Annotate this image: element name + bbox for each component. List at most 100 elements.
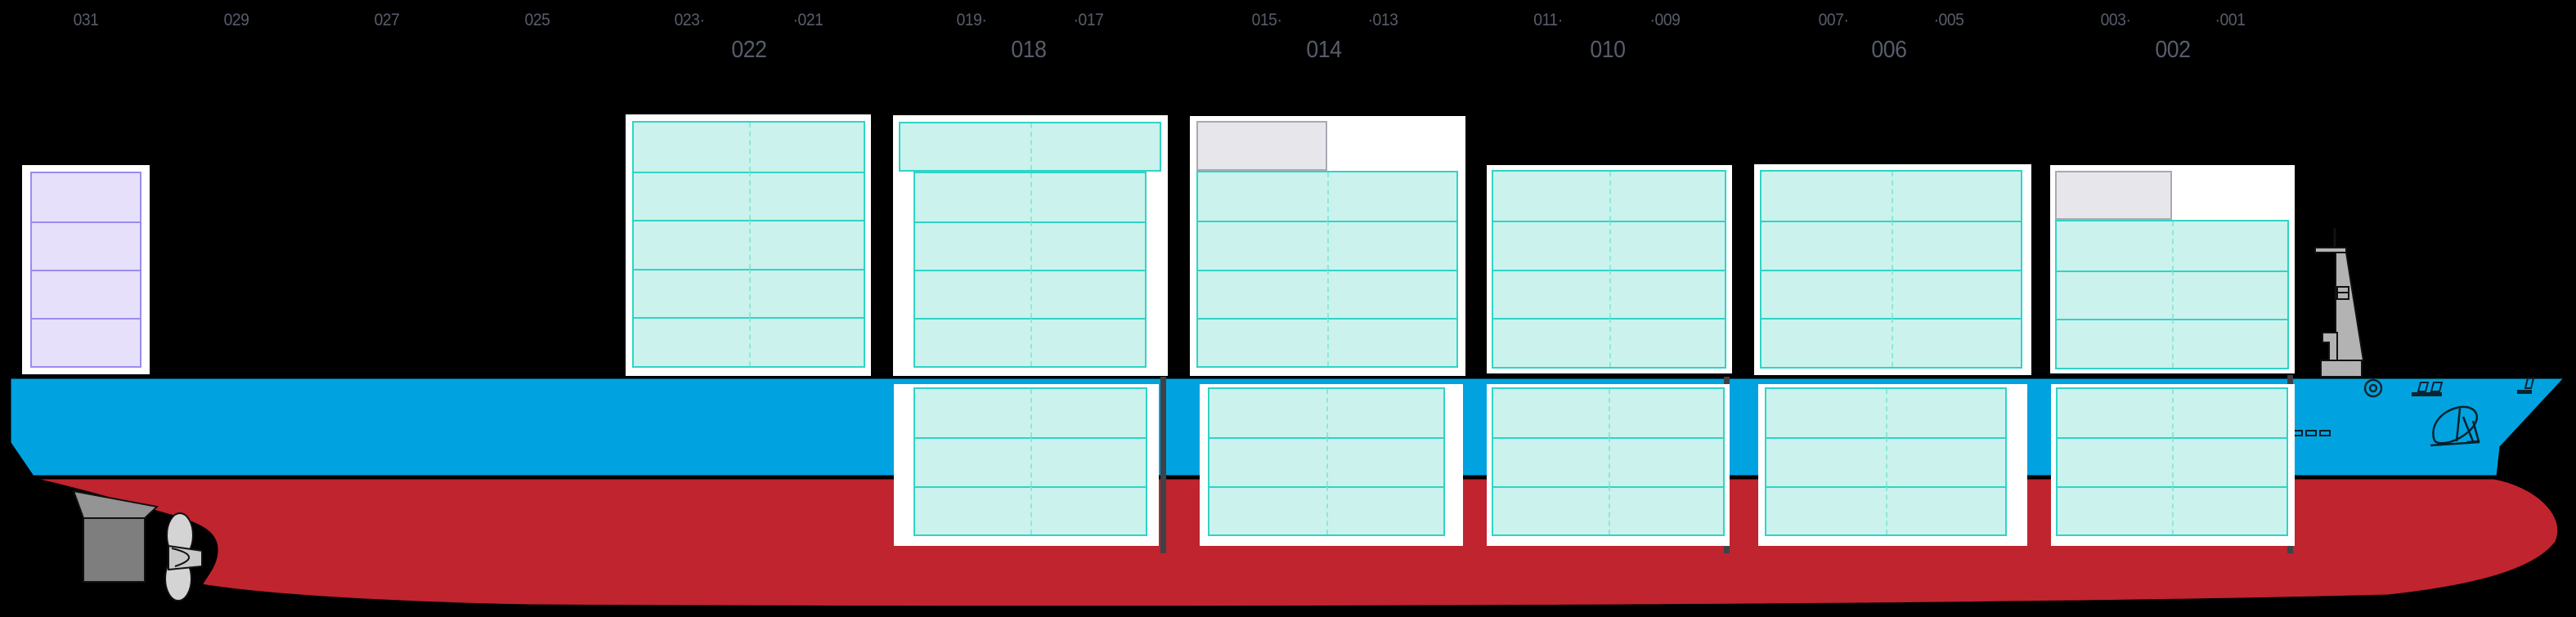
bay-number-small-007: 007· — [1818, 11, 1849, 29]
bay-018-above-slot[interactable] — [915, 173, 1030, 221]
bay-006-below-slot[interactable] — [1766, 389, 1886, 438]
bay-022-above-slot[interactable] — [634, 317, 749, 366]
bay-006-below-slot[interactable] — [1886, 437, 2005, 486]
bay-018-above-slot[interactable] — [915, 221, 1030, 270]
bay-002-above-slot[interactable] — [2172, 270, 2287, 320]
bay-022-above-slot[interactable] — [634, 171, 749, 221]
bay-014-above-slot[interactable] — [1196, 121, 1327, 171]
bay-014-below-slot[interactable] — [1209, 485, 1326, 534]
bay-006-above-slot[interactable] — [1761, 220, 1892, 270]
bay-010-above-slot[interactable] — [1493, 269, 1609, 319]
bay-014-above-slot[interactable] — [1327, 221, 1456, 270]
bay-002-above-slot[interactable] — [2057, 319, 2172, 368]
bay-010-below-slot[interactable] — [1493, 389, 1609, 438]
bay-number-small-017: ·017 — [1073, 11, 1104, 29]
bay-014-above-slot[interactable] — [1327, 269, 1456, 318]
bay-010-above-slot[interactable] — [1493, 172, 1609, 221]
bay-022-above-slot[interactable] — [748, 317, 864, 366]
bay-002-below-slot[interactable] — [2058, 389, 2172, 438]
bay-006-above-slot[interactable] — [1891, 172, 2021, 221]
block-031-above-slot[interactable] — [32, 318, 140, 366]
bay-002-below-slot[interactable] — [2172, 389, 2287, 438]
bay-010-above-slot[interactable] — [1493, 318, 1609, 367]
bay-002-below-slot[interactable] — [2058, 437, 2172, 486]
bay-010-above-slot[interactable] — [1609, 220, 1725, 270]
bay-018-above-slot[interactable] — [915, 318, 1030, 366]
bay-010-below-slot[interactable] — [1493, 485, 1609, 534]
bay-022-above-slot[interactable] — [634, 123, 749, 172]
bay-018-above-slot[interactable] — [1030, 270, 1145, 318]
bay-018-below-slot[interactable] — [1030, 389, 1146, 438]
bay-018-below-grid — [913, 387, 1147, 536]
bay-022-above-slot[interactable] — [748, 220, 864, 269]
bay-014-above-slot[interactable] — [1198, 172, 1327, 221]
bay-number-large-014: 014 — [1306, 37, 1342, 63]
bay-010-below-slot[interactable] — [1608, 389, 1723, 438]
bay-014-above-slot[interactable] — [1198, 221, 1327, 270]
bay-006-below-slot[interactable] — [1886, 485, 2005, 534]
block-031-above-slot[interactable] — [32, 173, 140, 221]
bay-002-below-slot[interactable] — [2058, 485, 2172, 534]
bay-006-above-slot[interactable] — [1891, 318, 2021, 367]
bay-014-below-slot[interactable] — [1326, 485, 1443, 534]
bay-010-above-slot[interactable] — [1609, 172, 1725, 221]
bay-002-below-slot[interactable] — [2172, 485, 2287, 534]
block-031-above-slot[interactable] — [32, 221, 140, 270]
bay-022-above-slot[interactable] — [634, 268, 749, 318]
bay-018-above-slot[interactable] — [915, 270, 1030, 318]
bay-018-above-slot[interactable] — [900, 123, 1030, 170]
bay-number-small-023: 023· — [674, 11, 705, 29]
bay-006-above-slot[interactable] — [1761, 172, 1892, 221]
bay-002-above-slot[interactable] — [2057, 221, 2172, 270]
bay-number-small-029: 029 — [223, 11, 249, 29]
bay-018-below-slot[interactable] — [1030, 437, 1146, 486]
bay-018-above-slot[interactable] — [1030, 173, 1145, 221]
bay-006-above-slot[interactable] — [1891, 269, 2021, 319]
bay-010-below-slot[interactable] — [1608, 485, 1723, 534]
bay-018-above-grid — [913, 172, 1147, 368]
bay-014-below-slot[interactable] — [1326, 437, 1443, 486]
bay-number-large-010: 010 — [1590, 37, 1626, 63]
bay-014-above-slot[interactable] — [1198, 269, 1327, 318]
bay-006-above-slot[interactable] — [1761, 318, 1892, 367]
bay-014-below-slot[interactable] — [1326, 389, 1443, 438]
bay-022-above-slot[interactable] — [748, 123, 864, 172]
propeller — [164, 512, 203, 601]
bay-018-above-slot[interactable] — [1030, 318, 1145, 366]
bay-006-above-slot[interactable] — [1891, 220, 2021, 270]
bay-022-above-slot[interactable] — [634, 220, 749, 269]
bay-018-below-slot[interactable] — [1030, 485, 1146, 534]
block-031-above-slot[interactable] — [32, 270, 140, 318]
bay-006-below-slot[interactable] — [1766, 485, 1886, 534]
bay-002-above-slot[interactable] — [2172, 221, 2287, 270]
bay-014-above-grid — [1196, 171, 1458, 368]
bay-010-below-slot[interactable] — [1608, 437, 1723, 486]
bay-018-above-slot[interactable] — [1030, 221, 1145, 270]
bay-002-above-slot[interactable] — [2172, 319, 2287, 368]
bay-006-below-slot[interactable] — [1886, 389, 2005, 438]
bay-014-below-slot[interactable] — [1209, 389, 1326, 438]
bay-002-below-slot[interactable] — [2172, 437, 2287, 486]
bay-010-above-slot[interactable] — [1609, 318, 1725, 367]
bay-014-above-slot[interactable] — [1327, 317, 1456, 366]
bay-022-above-slot[interactable] — [748, 171, 864, 221]
bay-006-above-slot[interactable] — [1761, 269, 1892, 319]
bay-number-small-027: 027 — [374, 11, 400, 29]
bay-018-above-slot[interactable] — [1030, 123, 1160, 170]
bay-002-above-grid — [2055, 171, 2289, 220]
bay-018-below-slot[interactable] — [915, 389, 1030, 438]
bay-010-above-slot[interactable] — [1609, 269, 1725, 319]
bay-014-above-slot[interactable] — [1198, 317, 1327, 366]
bay-014-above-slot[interactable] — [1327, 172, 1456, 221]
bay-022-above-slot[interactable] — [748, 268, 864, 318]
bulkhead-divider — [1160, 377, 1166, 553]
bay-006-below-slot[interactable] — [1766, 437, 1886, 486]
bay-006-above-grid — [1760, 170, 2022, 369]
bay-014-below-slot[interactable] — [1209, 437, 1326, 486]
bay-018-below-slot[interactable] — [915, 485, 1030, 534]
bay-002-above-slot[interactable] — [2055, 171, 2172, 220]
bay-002-above-slot[interactable] — [2057, 270, 2172, 320]
bay-018-below-slot[interactable] — [915, 437, 1030, 486]
bay-010-below-slot[interactable] — [1493, 437, 1609, 486]
bay-010-above-slot[interactable] — [1493, 220, 1609, 270]
